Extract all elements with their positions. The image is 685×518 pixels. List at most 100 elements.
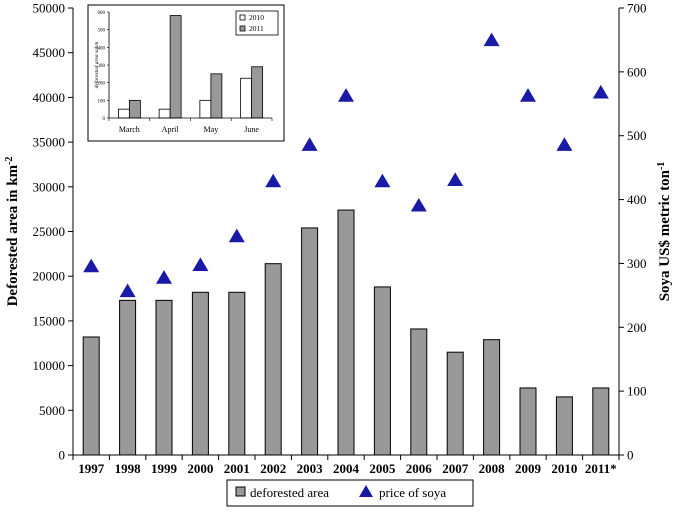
inset-x-tick-label: March <box>119 125 140 134</box>
inset-bar-2011-May <box>210 73 223 119</box>
inset-y-tick-label: 300 <box>98 64 106 69</box>
point-soya-2000 <box>192 257 209 271</box>
x-tick-label: 2006 <box>406 461 433 476</box>
x-tick-label: 2009 <box>515 461 542 476</box>
x-tick-label: 2010 <box>551 461 577 476</box>
point-soya-2009 <box>520 88 536 102</box>
inset-legend-swatch-2010 <box>239 14 246 21</box>
left-axis-title: Deforested area in km-2 <box>4 157 22 307</box>
bar-deforested-2006 <box>410 328 428 456</box>
inset-y-tick-label: 600 <box>98 11 106 16</box>
x-tick-label: 1999 <box>151 461 178 476</box>
inset-bar-2010-May <box>199 99 212 119</box>
right-tick-label: 100 <box>627 384 647 399</box>
inset-legend-label-2010: 2010 <box>249 13 264 22</box>
x-tick-label: 2008 <box>479 461 506 476</box>
x-tick-label: 2003 <box>297 461 324 476</box>
right-tick-label: 300 <box>627 256 647 271</box>
bar-deforested-2010 <box>555 396 573 456</box>
bar-deforested-1999 <box>155 299 173 456</box>
bar-deforested-2009 <box>519 387 537 456</box>
inset-bar-2010-June <box>240 77 253 119</box>
left-tick-label: 35000 <box>33 135 66 150</box>
point-soya-1998 <box>119 283 136 298</box>
inset-y-tick-label: 100 <box>98 99 106 104</box>
bar-deforested-1997 <box>82 336 100 456</box>
point-soya-2005 <box>374 173 391 188</box>
inset-bar-2011-June <box>251 66 264 119</box>
left-tick-label: 25000 <box>33 224 66 239</box>
x-tick-label: 2005 <box>369 461 396 476</box>
point-soya-2007 <box>447 172 464 187</box>
right-tick-label: 400 <box>627 192 647 207</box>
x-tick-label: 2000 <box>187 461 213 476</box>
right-axis-title: Soya US$ metric ton-1 <box>656 162 674 302</box>
right-tick-label: 0 <box>627 448 634 463</box>
bar-deforested-1998 <box>119 299 137 456</box>
left-tick-label: 30000 <box>33 179 66 194</box>
inset-legend-label-2011: 2011 <box>249 24 264 33</box>
inset-bar-2010-April <box>158 108 171 119</box>
x-tick-label: 2004 <box>333 461 360 476</box>
x-tick-label: 1998 <box>115 461 142 476</box>
legend-box <box>226 479 474 507</box>
x-tick-label: 2001 <box>224 461 250 476</box>
point-soya-2003 <box>301 137 318 151</box>
inset-y-tick-label: 400 <box>98 46 106 51</box>
inset-bar-2011-March <box>128 99 141 119</box>
x-tick-label: 2011* <box>585 461 617 476</box>
point-soya-2001 <box>228 228 245 243</box>
inset-bar-2010-March <box>117 108 130 119</box>
left-tick-label: 0 <box>59 448 66 463</box>
right-axis-title-sup: -1 <box>656 162 667 170</box>
legend-label-soya: price of soya <box>379 485 446 500</box>
point-soya-2010 <box>556 137 573 151</box>
inset-y-tick-label: 500 <box>98 29 106 34</box>
point-soya-2002 <box>265 173 282 188</box>
inset-bar-2011-April <box>169 15 182 119</box>
x-tick-label: 2002 <box>260 461 286 476</box>
left-axis-title-sup: -2 <box>4 157 15 165</box>
inset-legend-swatch-2011 <box>239 25 246 32</box>
bar-deforested-2002 <box>264 263 282 456</box>
left-tick-label: 45000 <box>33 45 66 60</box>
left-tick-label: 5000 <box>39 403 65 418</box>
legend-swatch-deforested <box>235 486 246 497</box>
left-tick-label: 15000 <box>33 313 66 328</box>
right-tick-label: 500 <box>627 128 647 143</box>
legend-label-deforested: deforested area <box>250 485 329 500</box>
inset-y-tick-label: 0 <box>103 117 106 122</box>
legend-marker-soya <box>359 485 373 497</box>
point-soya-2008 <box>483 32 500 47</box>
bar-deforested-2008 <box>483 339 501 456</box>
point-soya-1999 <box>156 270 172 284</box>
x-tick-label: 2007 <box>442 461 469 476</box>
left-tick-label: 50000 <box>33 1 66 16</box>
main-legend: deforested area price of soya <box>226 479 474 507</box>
inset-x-tick-label: April <box>162 125 180 134</box>
point-soya-2011* <box>592 84 609 99</box>
bar-deforested-2005 <box>373 286 391 456</box>
inset-x-tick-label: May <box>204 125 219 134</box>
main-chart: 0500010000150002000025000300003500040000… <box>4 1 674 477</box>
right-tick-label: 200 <box>627 320 647 335</box>
left-tick-label: 10000 <box>33 358 66 373</box>
bar-deforested-2003 <box>301 227 319 456</box>
inset-x-tick-label: June <box>244 125 259 134</box>
right-tick-label: 600 <box>627 64 647 79</box>
inset-y-tick-label: 200 <box>98 82 106 87</box>
bar-deforested-2000 <box>191 291 209 456</box>
bar-deforested-2011* <box>592 387 610 456</box>
bar-deforested-2001 <box>228 291 246 456</box>
bar-deforested-2004 <box>337 209 355 456</box>
inset-chart: 0 100 200 300 400 500 600 March April May June defo… <box>87 4 285 142</box>
point-soya-2006 <box>410 197 427 212</box>
bar-deforested-2007 <box>446 351 464 456</box>
point-soya-2004 <box>338 88 354 102</box>
right-tick-label: 700 <box>627 1 647 16</box>
inset-y-axis-title: deforested area sqkm <box>93 42 100 89</box>
left-tick-label: 20000 <box>33 269 66 284</box>
point-soya-1997 <box>83 258 100 273</box>
